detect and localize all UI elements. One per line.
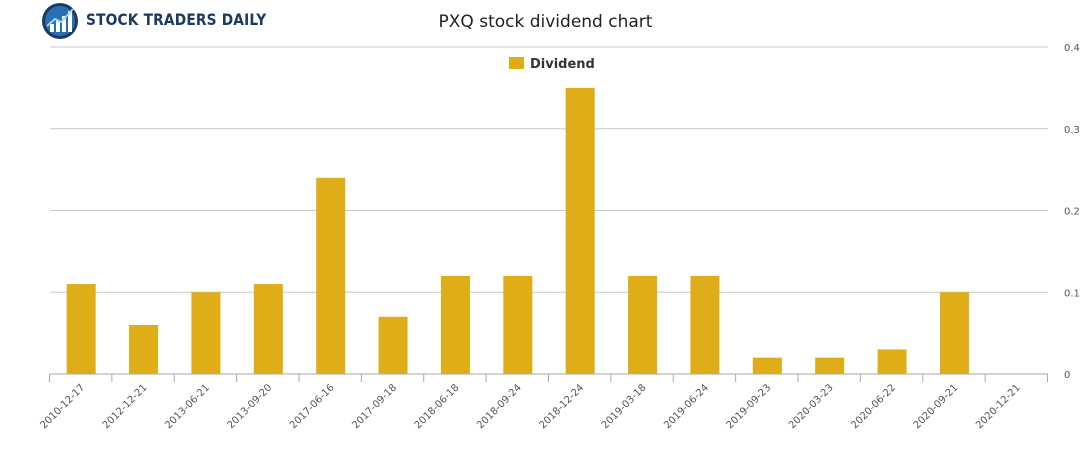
gridlines [50,46,1048,293]
brand-logo [42,3,78,39]
x-tick-label: 2020-03-23 [787,382,836,431]
y-tick-label: 0.1 [1064,288,1080,299]
y-axis: 0 0.1 0.2 0.3 0.4 [1064,43,1080,381]
x-tick-label: 2013-09-20 [226,382,275,431]
x-tick-label: 2018-09-24 [475,382,524,431]
bar[interactable] [253,284,283,374]
x-tick-label: 2017-06-16 [288,382,337,431]
x-tick-label: 2019-09-23 [725,382,774,431]
bar[interactable] [129,324,159,374]
x-axis [49,373,1048,382]
x-tick-label: 2020-12-21 [974,382,1023,431]
chart-title: PXQ stock dividend chart [438,12,653,32]
x-tick-label: 2012-12-21 [101,382,150,431]
bar[interactable] [378,316,408,374]
legend-label: Dividend [530,57,595,72]
bar[interactable] [690,275,720,374]
bar[interactable] [815,357,845,374]
x-tick-label: 2020-09-21 [912,382,961,431]
x-tick-label: 2010-12-17 [38,382,87,431]
bars [66,87,969,374]
x-tick-label: 2017-09-18 [350,382,399,431]
bar[interactable] [877,349,907,374]
y-tick-label: 0.3 [1064,125,1080,136]
bar[interactable] [66,284,96,374]
legend-swatch [509,57,524,69]
x-tick-label: 2019-03-18 [600,382,649,431]
legend: Dividend [509,57,595,72]
y-tick-label: 0.4 [1064,43,1080,54]
bar[interactable] [316,177,346,374]
bar[interactable] [440,275,470,374]
x-tick-label: 2013-06-21 [163,382,212,431]
y-tick-label: 0 [1064,370,1070,381]
bar[interactable] [628,275,658,374]
x-tick-labels: 2010-12-17 2012-12-21 2013-06-21 2013-09-20… [38,382,1023,431]
x-tick-label: 2019-06-24 [662,382,711,431]
bar[interactable] [939,292,969,374]
x-tick-label: 2018-12-24 [537,382,586,431]
y-tick-label: 0.2 [1064,207,1080,218]
x-tick-label: 2018-06-18 [413,382,462,431]
brand-name: STOCK TRADERS DAILY [86,10,267,29]
bar[interactable] [752,357,782,374]
bar[interactable] [503,275,533,374]
x-tick-label: 2020-06-22 [849,382,898,431]
bar[interactable] [191,292,221,374]
bar[interactable] [565,87,595,374]
